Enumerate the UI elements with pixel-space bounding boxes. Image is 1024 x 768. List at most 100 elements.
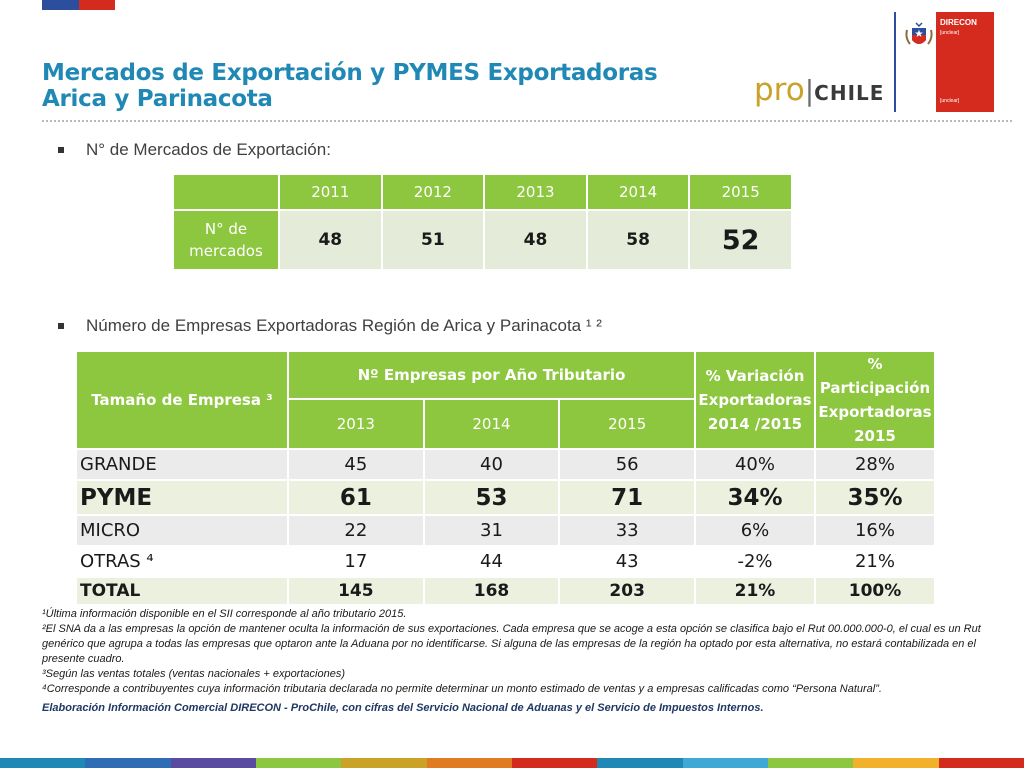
color-strip-segment — [0, 758, 86, 768]
color-strip-segment — [85, 758, 171, 768]
footnote-4: ⁴Corresponde a contribuyentes cuya infor… — [42, 683, 882, 695]
cell-variation: 21% — [694, 576, 816, 606]
markets-value-2015: 52 — [688, 209, 793, 271]
cell-2015: 33 — [558, 514, 696, 547]
markets-row-label: N° de mercados — [172, 209, 280, 271]
header-companies-by-year: Nº Empresas por Año Tributario — [287, 349, 696, 401]
row-label: PYME — [75, 479, 289, 516]
header-year-2013: 2013 — [287, 398, 425, 450]
table-row: MICRO 22 31 33 6% 16% — [75, 514, 936, 547]
markets-year-2014: 2014 — [585, 173, 691, 211]
color-strip-segment — [426, 758, 512, 768]
companies-table-subheader: 2013 2014 2015 — [76, 398, 935, 450]
table-row: OTRAS ⁴ 17 44 43 -2% 21% — [75, 545, 936, 578]
cell-2013: 145 — [287, 576, 425, 606]
color-strip-segment — [255, 758, 342, 768]
page-title-line2: Arica y Parinacota — [42, 86, 273, 112]
bullet-square-icon — [58, 147, 64, 153]
cell-participation: 16% — [814, 514, 936, 547]
cell-2013: 45 — [287, 448, 425, 481]
table-row: PYME 61 53 71 34% 35% — [75, 479, 936, 516]
bullet-mercados-text: N° de Mercados de Exportación: — [86, 140, 331, 159]
page-title: Mercados de Exportación y PYMES Exportad… — [42, 60, 658, 112]
cell-2015: 71 — [558, 479, 696, 516]
direcon-logo-left — [894, 12, 936, 112]
cell-participation: 28% — [814, 448, 936, 481]
cell-2014: 168 — [422, 576, 561, 606]
footnote-1: ¹Última información disponible en el SII… — [42, 608, 407, 620]
row-label: MICRO — [75, 514, 289, 547]
cell-2014: 44 — [422, 545, 561, 578]
cell-variation: 40% — [694, 448, 816, 481]
header-company-size: Tamaño de Empresa ³ — [75, 350, 289, 450]
companies-table-header: Tamaño de Empresa ³ Nº Empresas por Año … — [75, 349, 936, 450]
color-strip-segment — [767, 758, 854, 768]
markets-value-2012: 51 — [380, 209, 486, 271]
coat-of-arms-icon — [905, 22, 933, 45]
markets-value-2011: 48 — [278, 209, 383, 271]
cell-variation: 34% — [694, 479, 816, 516]
direcon-name: DIRECON — [940, 18, 977, 27]
header-variation: % Variación Exportadoras 2014 /2015 — [694, 350, 816, 450]
markets-year-2015: 2015 — [688, 173, 793, 211]
color-strip-segment — [853, 758, 939, 768]
direcon-footer: [unclear] — [940, 98, 960, 104]
footnote-2: ²El SNA da a las empresas la opción de m… — [42, 623, 981, 665]
bullet-mercados: N° de Mercados de Exportación: — [58, 140, 331, 160]
cell-2014: 40 — [422, 448, 561, 481]
color-strip-segment — [938, 758, 1024, 768]
prochile-logo-pro: pro — [754, 72, 805, 108]
cell-2013: 22 — [287, 514, 425, 547]
cell-2015: 43 — [558, 545, 696, 578]
markets-table-corner — [172, 173, 280, 211]
color-strip-segment — [341, 758, 427, 768]
cell-2014: 31 — [422, 514, 561, 547]
direcon-logo: DIRECON [unclear] [unclear] — [894, 12, 994, 112]
cell-variation: 6% — [694, 514, 816, 547]
cell-participation: 100% — [814, 576, 936, 606]
prochile-logo: pro|CHILE — [754, 72, 884, 108]
flag-bar-red — [78, 0, 115, 10]
cell-2015: 203 — [558, 576, 696, 606]
table-row-total: TOTAL 145 168 203 21% 100% — [75, 576, 936, 606]
row-label: TOTAL — [75, 576, 289, 606]
footnote-3: ³Según las ventas totales (ventas nacion… — [42, 668, 345, 680]
prochile-logo-separator: | — [804, 74, 815, 107]
flag-bar-blue — [42, 0, 79, 10]
direcon-logo-red: DIRECON [unclear] [unclear] — [936, 12, 994, 112]
cell-2013: 61 — [287, 479, 425, 516]
markets-year-2013: 2013 — [483, 173, 588, 211]
prochile-logo-chile: CHILE — [814, 81, 885, 105]
header-year-2014: 2014 — [422, 398, 561, 450]
companies-table: Tamaño de Empresa ³ Nº Empresas por Año … — [75, 349, 936, 606]
header-participation: % Participación Exportadoras 2015 — [814, 350, 936, 450]
header-year-2015: 2015 — [558, 398, 696, 450]
cell-participation: 21% — [814, 545, 936, 578]
color-strip-segment — [597, 758, 683, 768]
color-strip-segment — [682, 758, 768, 768]
markets-value-2014: 58 — [585, 209, 691, 271]
markets-table-row: N° de mercados 48 51 48 58 52 — [172, 209, 793, 271]
cell-participation: 35% — [814, 479, 936, 516]
flag-bar — [42, 0, 115, 10]
color-strip-segment — [511, 758, 598, 768]
bottom-color-strip — [0, 758, 1024, 768]
row-label: GRANDE — [75, 448, 289, 481]
cell-2013: 17 — [287, 545, 425, 578]
bullet-empresas-text: Número de Empresas Exportadoras Región d… — [86, 316, 602, 335]
markets-value-2013: 48 — [483, 209, 588, 271]
markets-table: 2011 2012 2013 2014 2015 N° de mercados … — [172, 173, 793, 271]
header-separator — [42, 120, 1012, 122]
color-strip-segment — [170, 758, 256, 768]
footnotes: ¹Última información disponible en el SII… — [42, 607, 1002, 716]
cell-2015: 56 — [558, 448, 696, 481]
bullet-square-icon — [58, 323, 64, 329]
markets-year-2012: 2012 — [380, 173, 486, 211]
direcon-subtitle: [unclear] — [940, 30, 960, 36]
markets-table-header: 2011 2012 2013 2014 2015 — [172, 173, 793, 211]
page-title-line1: Mercados de Exportación y PYMES Exportad… — [42, 60, 658, 86]
source-note: Elaboración Información Comercial DIRECO… — [42, 702, 764, 714]
markets-year-2011: 2011 — [278, 173, 383, 211]
bullet-empresas: Número de Empresas Exportadoras Región d… — [58, 316, 602, 336]
table-row: GRANDE 45 40 56 40% 28% — [75, 448, 936, 481]
